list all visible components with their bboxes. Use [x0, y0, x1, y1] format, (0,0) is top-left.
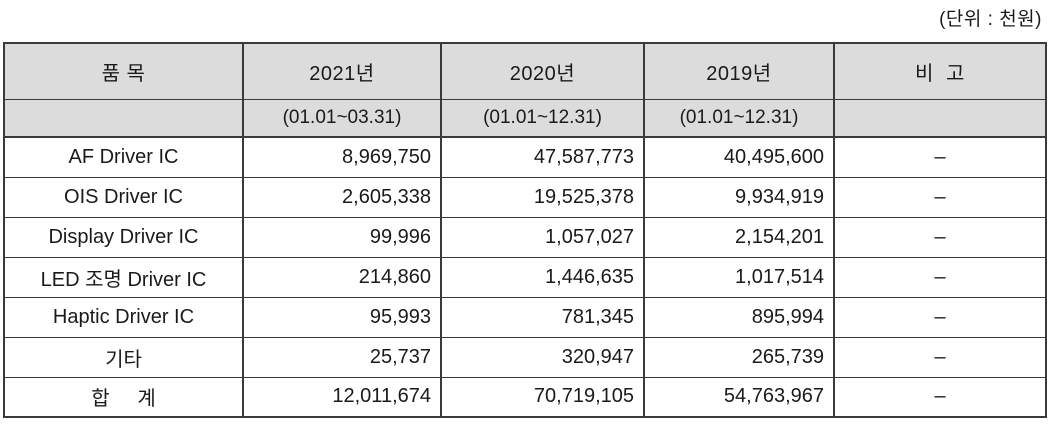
value-2020-cell: 47,587,773 [440, 136, 645, 178]
item-cell: AF Driver IC [3, 136, 244, 178]
value-2020-cell: 70,719,105 [440, 376, 645, 418]
table-row-display-driver-ic: Display Driver IC 99,996 1,057,027 2,154… [3, 216, 1047, 258]
value-2020-cell: 19,525,378 [440, 176, 645, 218]
note-cell: – [833, 176, 1047, 218]
note-cell: – [833, 376, 1047, 418]
col-header-2020: 2020년 [440, 42, 645, 100]
header-row: 품 목 2021년 2020년 2019년 비 고 [3, 42, 1047, 100]
value-2019-cell: 1,017,514 [643, 256, 835, 298]
col-header-item: 품 목 [3, 42, 244, 100]
col-header-note: 비 고 [833, 42, 1047, 100]
item-cell: Haptic Driver IC [3, 296, 244, 338]
col-header-2019: 2019년 [643, 42, 835, 100]
note-cell: – [833, 336, 1047, 378]
item-cell: OIS Driver IC [3, 176, 244, 218]
period-cell-item [3, 98, 244, 138]
note-cell: – [833, 136, 1047, 178]
item-cell: 합 계 [3, 376, 244, 418]
value-2021-cell: 95,993 [242, 296, 442, 338]
note-cell: – [833, 296, 1047, 338]
table-row-led-driver-ic: LED 조명 Driver IC 214,860 1,446,635 1,017… [3, 256, 1047, 298]
period-cell-2020: (01.01~12.31) [440, 98, 645, 138]
period-cell-note [833, 98, 1047, 138]
value-2020-cell: 1,057,027 [440, 216, 645, 258]
table-row-ois-driver-ic: OIS Driver IC 2,605,338 19,525,378 9,934… [3, 176, 1047, 218]
table-row-etc: 기타 25,737 320,947 265,739 – [3, 336, 1047, 378]
value-2019-cell: 54,763,967 [643, 376, 835, 418]
note-cell: – [833, 216, 1047, 258]
table-row-haptic-driver-ic: Haptic Driver IC 95,993 781,345 895,994 … [3, 296, 1047, 338]
unit-label: (단위 : 천원) [939, 9, 1042, 30]
value-2019-cell: 9,934,919 [643, 176, 835, 218]
value-2021-cell: 12,011,674 [242, 376, 442, 418]
item-cell: Display Driver IC [3, 216, 244, 258]
value-2019-cell: 2,154,201 [643, 216, 835, 258]
period-cell-2021: (01.01~03.31) [242, 98, 442, 138]
table-row-af-driver-ic: AF Driver IC 8,969,750 47,587,773 40,495… [3, 136, 1047, 178]
value-2019-cell: 40,495,600 [643, 136, 835, 178]
period-row: (01.01~03.31) (01.01~12.31) (01.01~12.31… [3, 98, 1047, 138]
period-cell-2019: (01.01~12.31) [643, 98, 835, 138]
table-row-total: 합 계 12,011,674 70,719,105 54,763,967 – [3, 376, 1047, 418]
item-cell: LED 조명 Driver IC [3, 256, 244, 298]
value-2020-cell: 1,446,635 [440, 256, 645, 298]
item-cell: 기타 [3, 336, 244, 378]
value-2021-cell: 214,860 [242, 256, 442, 298]
value-2020-cell: 781,345 [440, 296, 645, 338]
value-2019-cell: 265,739 [643, 336, 835, 378]
value-2021-cell: 2,605,338 [242, 176, 442, 218]
value-2020-cell: 320,947 [440, 336, 645, 378]
note-cell: – [833, 256, 1047, 298]
value-2021-cell: 99,996 [242, 216, 442, 258]
value-2021-cell: 8,969,750 [242, 136, 442, 178]
sales-by-product-table: 품 목 2021년 2020년 2019년 비 고 (01.01~03.31) … [3, 42, 1047, 418]
value-2021-cell: 25,737 [242, 336, 442, 378]
col-header-2021: 2021년 [242, 42, 442, 100]
value-2019-cell: 895,994 [643, 296, 835, 338]
